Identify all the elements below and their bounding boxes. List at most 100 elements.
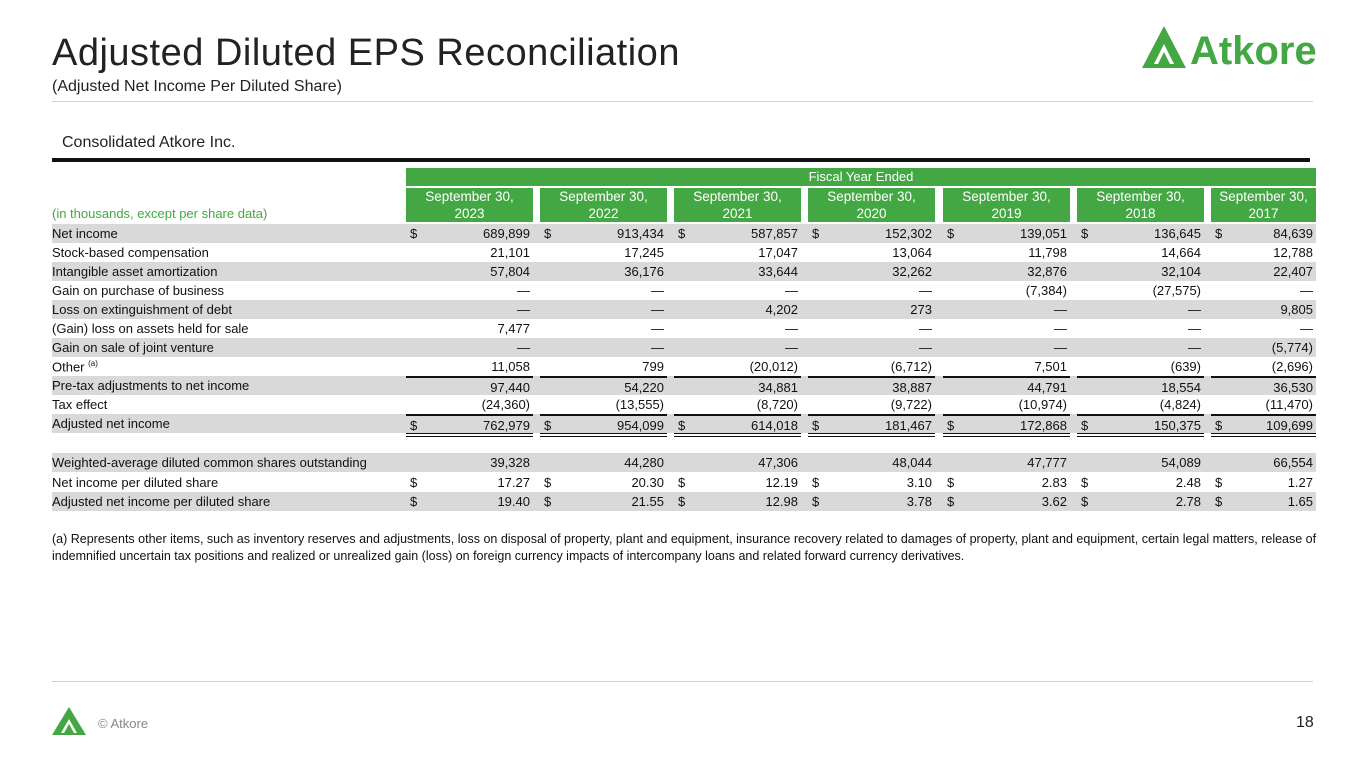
cell-value: 762,979 — [483, 418, 530, 433]
footnote-marker: (a) — [88, 359, 98, 368]
cell-value: — — [651, 283, 664, 298]
table-cell: $762,979 — [406, 414, 533, 437]
table-cell: 54,220 — [540, 376, 667, 395]
table-cell: $1.65 — [1211, 492, 1316, 511]
column-header: September 30, 2023 — [406, 188, 533, 222]
column-header-year: 2023 — [454, 206, 485, 221]
currency-symbol: $ — [678, 418, 686, 433]
cell-value: 48,044 — [892, 455, 932, 470]
table-cell: 9,805 — [1211, 300, 1316, 319]
table-cell: — — [540, 319, 667, 338]
row-label: (Gain) loss on assets held for sale — [52, 321, 249, 336]
page-subtitle: (Adjusted Net Income Per Diluted Share) — [52, 78, 342, 95]
cell-value: 3.62 — [1041, 494, 1067, 509]
table-cell: — — [540, 338, 667, 357]
table-row: Tax effect (24,360) (13,555) (8,720) (9,722)… — [52, 395, 1316, 414]
table-cell: $587,857 — [674, 224, 801, 243]
column-header-line1: September 30, — [827, 189, 916, 204]
cell-value: 181,467 — [885, 418, 932, 433]
currency-symbol: $ — [947, 475, 955, 490]
cell-value: 12.98 — [765, 494, 798, 509]
cell-value: 172,868 — [1020, 418, 1067, 433]
table-cell: 11,058 — [406, 357, 533, 376]
cell-value: 36,176 — [624, 264, 664, 279]
cell-value: 17,245 — [624, 245, 664, 260]
cell-value: — — [1054, 321, 1067, 336]
table-cell: — — [1077, 338, 1204, 357]
cell-value: 32,876 — [1027, 264, 1067, 279]
table-cell: $20.30 — [540, 473, 667, 492]
table-cell: (27,575) — [1077, 281, 1204, 300]
column-header: September 30, 2021 — [674, 188, 801, 222]
table-cell: 32,262 — [808, 262, 935, 281]
cell-value: 273 — [910, 302, 932, 317]
cell-value: 614,018 — [751, 418, 798, 433]
table-cell: — — [1211, 319, 1316, 338]
currency-symbol: $ — [1215, 494, 1223, 509]
cell-value: 14,664 — [1161, 245, 1201, 260]
table-top-rule — [52, 158, 1310, 162]
table-cell: 39,328 — [406, 453, 533, 472]
table-cell: $1.27 — [1211, 473, 1316, 492]
table-cell: — — [808, 281, 935, 300]
cell-value: 136,645 — [1154, 226, 1201, 241]
cell-value: 47,777 — [1027, 455, 1067, 470]
cell-value: 44,791 — [1027, 380, 1067, 395]
table-row: Net income per diluted share $17.27 $20.30… — [52, 473, 1316, 492]
column-header-year: 2019 — [991, 206, 1022, 221]
table-cell: 47,306 — [674, 453, 801, 472]
units-label: (in thousands, except per share data) — [52, 206, 268, 221]
table-row: Pre-tax adjustments to net income 97,440 5… — [52, 376, 1316, 395]
cell-value: 799 — [642, 359, 664, 374]
footer-divider — [52, 681, 1313, 682]
cell-value: — — [919, 340, 932, 355]
column-header: September 30, 2019 — [943, 188, 1070, 222]
cell-value: 2.83 — [1041, 475, 1067, 490]
table-cell: $689,899 — [406, 224, 533, 243]
svg-text:Atkore: Atkore — [1190, 29, 1317, 70]
currency-symbol: $ — [812, 418, 820, 433]
currency-symbol: $ — [1215, 226, 1223, 241]
table-cell: $181,467 — [808, 414, 935, 437]
fiscal-year-header: Fiscal Year Ended — [406, 168, 1316, 186]
table-cell: $152,302 — [808, 224, 935, 243]
table-cell: 13,064 — [808, 243, 935, 262]
table-cell: — — [540, 300, 667, 319]
row-label: Net income per diluted share — [52, 475, 219, 490]
table-cell: 97,440 — [406, 376, 533, 395]
table-cell: 44,280 — [540, 453, 667, 472]
table-cell: 21,101 — [406, 243, 533, 262]
cell-value: — — [517, 302, 530, 317]
column-header-line1: September 30, — [962, 189, 1051, 204]
column-header: September 30, 2020 — [808, 188, 935, 222]
cell-value: 22,407 — [1273, 264, 1313, 279]
cell-value: 2.48 — [1175, 475, 1201, 490]
table-cell: (6,712) — [808, 357, 935, 376]
table-cell: — — [540, 281, 667, 300]
table-cell: 48,044 — [808, 453, 935, 472]
currency-symbol: $ — [1081, 475, 1089, 490]
table-cell: 36,530 — [1211, 376, 1316, 395]
cell-value: — — [785, 321, 798, 336]
table-row: (Gain) loss on assets held for sale 7,477… — [52, 319, 1316, 338]
cell-value: 150,375 — [1154, 418, 1201, 433]
column-header: September 30, 2017 — [1211, 188, 1316, 222]
column-header-line1: September 30, — [693, 189, 782, 204]
table-cell: (9,722) — [808, 395, 935, 414]
table-cell: 12,788 — [1211, 243, 1316, 262]
table-cell: 17,245 — [540, 243, 667, 262]
cell-value: (11,470) — [1265, 397, 1313, 412]
cell-value: 12.19 — [765, 475, 798, 490]
cell-value: — — [651, 321, 664, 336]
cell-value: 57,804 — [490, 264, 530, 279]
cell-value: 20.30 — [631, 475, 664, 490]
currency-symbol: $ — [544, 226, 552, 241]
cell-value: (27,575) — [1152, 283, 1201, 298]
table-cell: — — [943, 300, 1070, 319]
table-cell: (20,012) — [674, 357, 801, 376]
table-cell: 33,644 — [674, 262, 801, 281]
row-label: Pre-tax adjustments to net income — [52, 378, 250, 393]
table-cell: $913,434 — [540, 224, 667, 243]
table-cell: 54,089 — [1077, 453, 1204, 472]
table-row: Stock-based compensation 21,101 17,245 17,0… — [52, 243, 1316, 262]
